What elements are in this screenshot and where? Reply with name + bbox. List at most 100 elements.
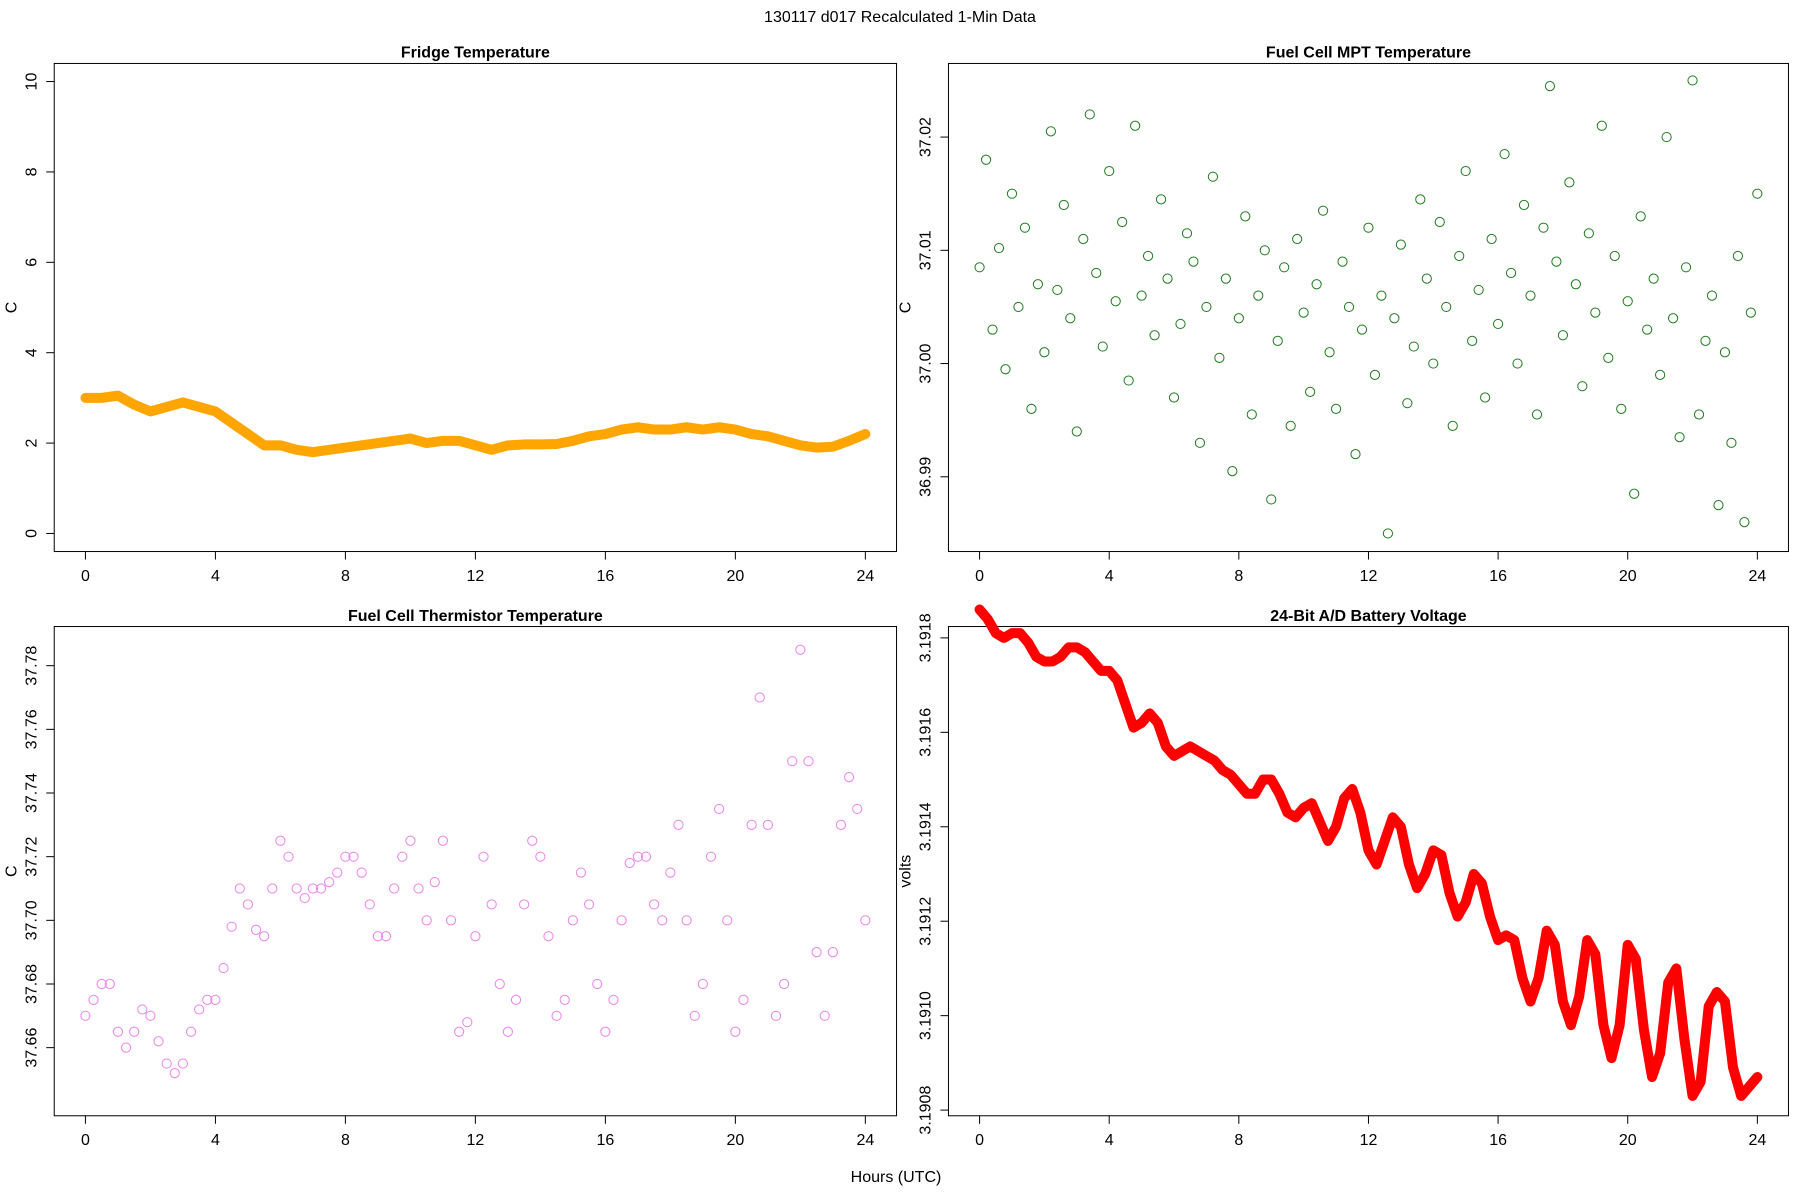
point	[1415, 194, 1426, 205]
x-tick-label: 16	[1489, 1132, 1507, 1149]
point	[1544, 81, 1556, 92]
point	[1512, 358, 1523, 369]
y-tick-label: 3.1916	[918, 708, 935, 757]
point	[1078, 233, 1089, 245]
point	[1590, 307, 1601, 318]
point	[1603, 352, 1614, 363]
point	[1421, 273, 1432, 284]
point	[770, 1010, 782, 1021]
point	[169, 1068, 180, 1079]
y-tick-label: 37.78	[23, 646, 40, 686]
point	[754, 692, 765, 703]
point	[210, 994, 221, 1006]
point	[1337, 256, 1348, 267]
point	[112, 1026, 124, 1037]
point	[1227, 466, 1238, 477]
point	[137, 1004, 148, 1015]
point	[413, 883, 424, 894]
point	[1713, 500, 1724, 511]
point	[429, 877, 440, 888]
point	[462, 1017, 473, 1028]
point	[1240, 211, 1251, 222]
x-tick-label: 4	[211, 1132, 220, 1149]
y-axis-label: volts	[898, 855, 915, 888]
point	[145, 1010, 156, 1021]
point	[787, 756, 798, 767]
point	[405, 835, 416, 846]
point	[1732, 250, 1744, 262]
y-tick-label: 0	[23, 529, 40, 538]
point	[1460, 165, 1471, 177]
panel-title: Fuel Cell Thermistor Temperature	[348, 608, 603, 625]
point	[267, 883, 278, 894]
point	[291, 883, 302, 894]
point	[1298, 307, 1309, 318]
y-tick-label: 3.1918	[918, 613, 935, 662]
point	[1136, 290, 1147, 301]
point	[987, 324, 998, 335]
point	[1000, 364, 1011, 375]
point	[1492, 318, 1504, 330]
point	[795, 644, 806, 655]
point	[608, 994, 619, 1006]
point	[722, 915, 733, 926]
point	[1525, 290, 1536, 301]
point	[1564, 177, 1575, 188]
x-tick-label: 0	[975, 568, 984, 585]
point	[1434, 216, 1445, 228]
point	[689, 1010, 700, 1021]
x-tick-label: 0	[81, 568, 90, 585]
y-tick-label: 37.66	[23, 1028, 40, 1068]
y-tick-label: 37.70	[23, 900, 40, 940]
point	[1499, 148, 1510, 160]
point	[1622, 296, 1633, 307]
point	[1382, 528, 1394, 539]
point	[714, 803, 725, 815]
point	[1616, 403, 1627, 414]
y-tick-label: 37.68	[23, 964, 40, 1004]
point	[600, 1026, 611, 1037]
point	[1752, 188, 1763, 199]
point	[80, 1010, 91, 1021]
point	[104, 978, 115, 990]
point	[535, 851, 546, 862]
point	[340, 851, 351, 862]
point	[551, 1010, 562, 1021]
point	[1071, 426, 1082, 437]
point	[389, 883, 400, 894]
point	[980, 154, 992, 165]
point	[1687, 75, 1698, 86]
x-tick-label: 24	[856, 1132, 874, 1149]
point	[1538, 222, 1549, 233]
point	[1214, 352, 1225, 363]
point	[494, 978, 505, 990]
point	[1130, 120, 1141, 131]
x-tick-label: 20	[1619, 568, 1637, 585]
point	[1084, 109, 1095, 120]
x-tick-label: 12	[1360, 568, 1378, 585]
x-tick-label: 4	[211, 568, 220, 585]
point	[1006, 188, 1018, 199]
point	[1019, 222, 1031, 233]
point	[161, 1058, 172, 1069]
point	[1454, 250, 1465, 262]
point	[1207, 171, 1219, 182]
point	[88, 994, 99, 1006]
y-axis-label: C	[3, 302, 20, 314]
point	[218, 962, 229, 974]
point	[129, 1026, 140, 1037]
point	[1389, 313, 1400, 324]
point	[1609, 250, 1620, 262]
point	[226, 921, 237, 932]
x-tick-label: 16	[1489, 568, 1507, 585]
point	[1667, 313, 1679, 324]
point	[1065, 313, 1076, 324]
point	[1162, 273, 1173, 284]
point	[510, 994, 522, 1006]
point	[1693, 409, 1705, 420]
point	[259, 931, 270, 942]
y-tick-label: 3.1910	[918, 991, 935, 1040]
point	[1311, 279, 1322, 290]
y-tick-label: 37.02	[918, 117, 935, 157]
point	[356, 867, 367, 878]
